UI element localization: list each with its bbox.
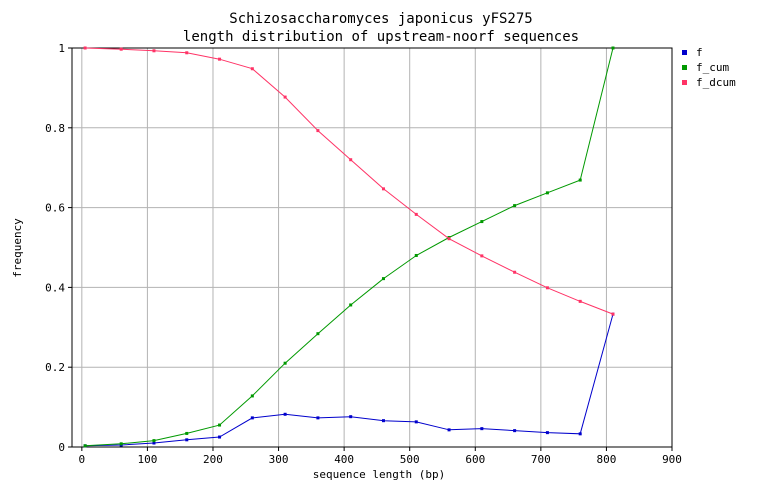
data-point: [250, 67, 254, 71]
data-point: [250, 416, 254, 420]
data-point: [283, 95, 287, 99]
x-tick-label: 0: [79, 453, 86, 466]
x-tick-label: 100: [137, 453, 157, 466]
data-point: [83, 46, 87, 50]
plot-frame: [71, 47, 673, 448]
data-point: [611, 46, 615, 50]
x-tick-label: 900: [662, 453, 682, 466]
y-tick-label: 0: [58, 441, 65, 454]
data-point: [283, 361, 287, 365]
legend-label: f_dcum: [696, 76, 736, 89]
ticks: 0 100 200 300 400 500 600 700 800 900 0 0.2 0.4 0.6 0.…: [45, 42, 682, 466]
data-point: [316, 129, 320, 133]
x-tick-label: 500: [400, 453, 420, 466]
data-point: [119, 442, 123, 446]
legend-item: f_cum: [682, 61, 729, 74]
legend-label: f: [696, 46, 703, 59]
data-point: [83, 444, 87, 448]
legend: f f_cum f_dcum: [682, 46, 736, 89]
data-point: [185, 431, 189, 435]
data-point: [545, 286, 549, 290]
data-point: [349, 158, 353, 162]
y-axis-label: frequency: [11, 218, 24, 278]
x-tick-label: 700: [531, 453, 551, 466]
x-tick-label: 400: [334, 453, 354, 466]
data-point: [578, 178, 582, 182]
data-point: [316, 416, 320, 420]
y-tick-label: 1: [58, 42, 65, 55]
data-point: [447, 237, 451, 241]
y-tick-label: 0.6: [45, 202, 65, 215]
data-point: [480, 427, 484, 431]
data-point: [152, 441, 156, 445]
data-point: [349, 303, 353, 307]
legend-swatch: [682, 65, 687, 70]
x-tick-label: 300: [269, 453, 289, 466]
data-point: [480, 220, 484, 224]
data-point: [545, 191, 549, 195]
data-point: [513, 270, 517, 274]
x-axis-label: sequence length (bp): [313, 468, 445, 481]
data-point: [611, 312, 615, 316]
data-point: [152, 49, 156, 53]
data-point: [218, 435, 222, 439]
data-point: [218, 57, 222, 61]
x-tick-label: 600: [465, 453, 485, 466]
y-tick-label: 0.2: [45, 361, 65, 374]
data-point: [119, 47, 123, 51]
data-point: [513, 204, 517, 208]
data-point: [578, 299, 582, 303]
data-point: [545, 431, 549, 435]
data-point: [185, 51, 189, 55]
chart-title: Schizosaccharomyces japonicus yFS275: [229, 11, 532, 27]
data-point: [152, 439, 156, 443]
data-point: [414, 212, 418, 216]
legend-swatch: [682, 80, 687, 85]
data-point: [480, 254, 484, 258]
data-point: [316, 332, 320, 336]
chart-subtitle: length distribution of upstream-noorf se…: [183, 29, 579, 45]
data-point: [349, 415, 353, 419]
data-point: [381, 419, 385, 423]
series: [83, 46, 615, 448]
data-point: [447, 428, 451, 432]
data-point: [283, 412, 287, 416]
data-point: [185, 438, 189, 442]
legend-item: f: [682, 46, 703, 59]
series-f-cum: [83, 46, 615, 448]
data-point: [381, 277, 385, 281]
data-point: [414, 420, 418, 424]
data-point: [513, 429, 517, 433]
x-tick-label: 800: [596, 453, 616, 466]
data-point: [218, 423, 222, 427]
y-tick-label: 0.8: [45, 122, 65, 135]
legend-item: f_dcum: [682, 76, 736, 89]
legend-swatch: [682, 50, 687, 55]
data-point: [578, 432, 582, 436]
series-f-dcum: [83, 46, 615, 316]
x-tick-label: 200: [203, 453, 223, 466]
data-point: [414, 253, 418, 257]
y-tick-label: 0.4: [45, 281, 65, 294]
data-point: [250, 394, 254, 398]
legend-label: f_cum: [696, 61, 729, 74]
data-point: [381, 187, 385, 191]
